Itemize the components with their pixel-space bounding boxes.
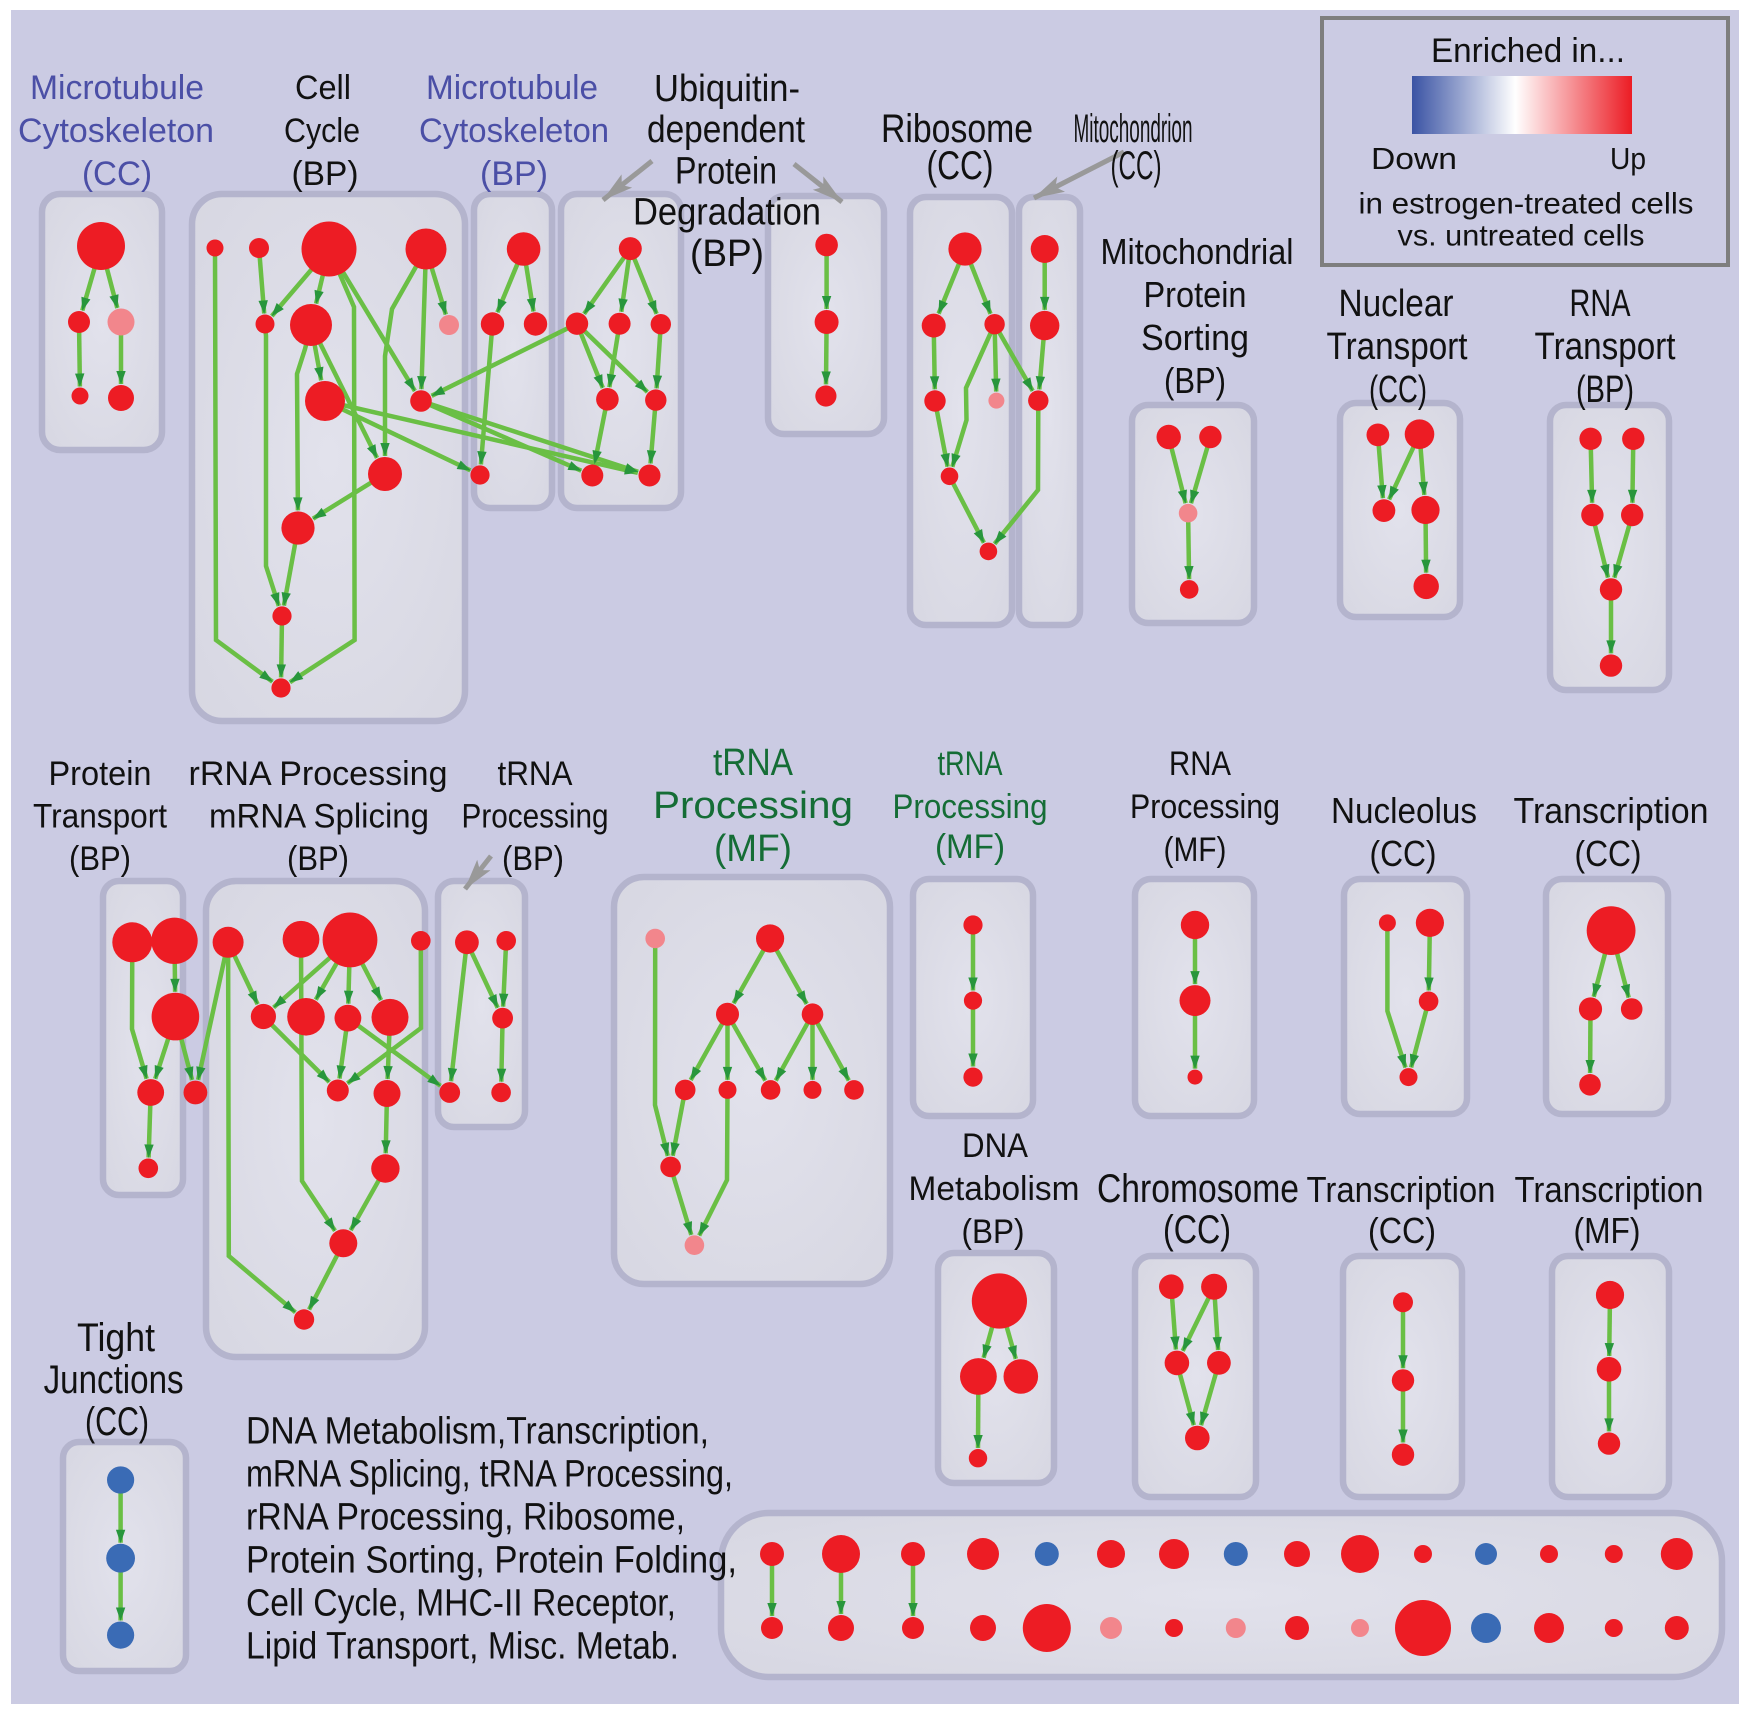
svg-text:(CC): (CC) [1370, 833, 1437, 874]
svg-text:dependent: dependent [647, 109, 805, 151]
svg-text:tRNA: tRNA [713, 742, 794, 784]
svg-text:Cytoskeleton: Cytoskeleton [18, 112, 214, 150]
svg-text:(CC): (CC) [1368, 1210, 1436, 1251]
svg-text:rRNA Processing, Ribosome,: rRNA Processing, Ribosome, [246, 1497, 685, 1539]
svg-text:(BP): (BP) [690, 233, 764, 275]
svg-text:Processing: Processing [893, 788, 1048, 826]
svg-text:(MF): (MF) [714, 828, 792, 870]
svg-text:(BP): (BP) [1576, 369, 1634, 411]
svg-text:mRNA Splicing, tRNA Processing: mRNA Splicing, tRNA Processing, [246, 1454, 733, 1496]
svg-text:Transcription: Transcription [1515, 1169, 1704, 1210]
svg-text:Mitochondrion: Mitochondrion [1074, 107, 1193, 151]
svg-text:Cycle: Cycle [284, 112, 360, 150]
svg-text:DNA: DNA [962, 1127, 1028, 1165]
svg-text:(BP): (BP) [502, 840, 564, 878]
svg-text:Transport: Transport [33, 798, 168, 836]
svg-text:Up: Up [1610, 141, 1646, 176]
svg-text:(MF): (MF) [935, 828, 1005, 866]
svg-text:(CC): (CC) [1575, 833, 1642, 874]
svg-text:DNA Metabolism,Transcription,: DNA Metabolism,Transcription, [246, 1411, 709, 1453]
svg-text:RNA: RNA [1169, 745, 1231, 783]
svg-text:Transport: Transport [1535, 326, 1676, 368]
svg-text:Lipid Transport, Misc. Metab.: Lipid Transport, Misc. Metab. [246, 1626, 679, 1668]
svg-text:rRNA Processing: rRNA Processing [189, 755, 448, 793]
svg-text:(CC): (CC) [85, 1400, 149, 1444]
svg-text:tRNA: tRNA [498, 755, 573, 793]
svg-text:(CC): (CC) [1369, 369, 1427, 411]
svg-text:Ubiquitin-: Ubiquitin- [654, 68, 800, 110]
svg-text:Mitochondrial: Mitochondrial [1101, 231, 1294, 272]
svg-text:Cell: Cell [295, 69, 351, 107]
svg-text:(BP): (BP) [287, 840, 349, 878]
svg-text:in estrogen-treated cells: in estrogen-treated cells [1359, 187, 1694, 220]
svg-text:tRNA: tRNA [938, 745, 1003, 783]
svg-text:mRNA Splicing: mRNA Splicing [209, 798, 429, 836]
svg-text:Down: Down [1371, 141, 1457, 176]
svg-text:Processing: Processing [462, 798, 609, 836]
svg-text:(MF): (MF) [1164, 831, 1227, 869]
svg-text:Protein: Protein [1144, 274, 1247, 315]
svg-text:Junctions: Junctions [44, 1358, 184, 1402]
svg-text:RNA: RNA [1570, 283, 1631, 325]
svg-text:Transport: Transport [1327, 326, 1468, 368]
svg-text:Protein Sorting, Protein Foldi: Protein Sorting, Protein Folding, [246, 1540, 737, 1582]
svg-text:Tight: Tight [77, 1316, 155, 1360]
svg-text:Degradation: Degradation [633, 192, 821, 234]
svg-text:Cytoskeleton: Cytoskeleton [419, 112, 609, 150]
svg-text:(CC): (CC) [82, 155, 152, 193]
svg-text:(CC): (CC) [1163, 1208, 1231, 1252]
svg-text:(BP): (BP) [480, 155, 548, 193]
svg-text:Nucleolus: Nucleolus [1331, 790, 1477, 831]
svg-text:Enriched in...: Enriched in... [1431, 32, 1625, 70]
svg-text:Transcription: Transcription [1307, 1169, 1496, 1210]
svg-text:Processing: Processing [1130, 788, 1280, 826]
svg-text:(MF): (MF) [1574, 1210, 1641, 1251]
svg-text:Chromosome: Chromosome [1097, 1167, 1299, 1211]
svg-text:(BP): (BP) [962, 1213, 1025, 1251]
svg-text:Protein: Protein [675, 150, 777, 192]
svg-text:(CC): (CC) [1111, 144, 1162, 188]
svg-text:Processing: Processing [653, 785, 853, 827]
svg-text:(BP): (BP) [69, 840, 131, 878]
svg-text:(BP): (BP) [292, 155, 359, 193]
svg-text:Cell Cycle, MHC-II Receptor,: Cell Cycle, MHC-II Receptor, [246, 1583, 676, 1625]
svg-text:Transcription: Transcription [1514, 790, 1709, 831]
svg-text:(CC): (CC) [927, 144, 994, 188]
svg-text:Sorting: Sorting [1141, 317, 1249, 358]
svg-text:(BP): (BP) [1164, 360, 1226, 401]
svg-text:Nuclear: Nuclear [1339, 283, 1454, 325]
svg-text:vs. untreated cells: vs. untreated cells [1398, 220, 1645, 253]
svg-text:Microtubule: Microtubule [30, 69, 204, 107]
svg-text:Ribosome: Ribosome [881, 107, 1033, 151]
svg-text:Microtubule: Microtubule [426, 69, 598, 107]
svg-text:Protein: Protein [49, 755, 152, 793]
svg-text:Metabolism: Metabolism [909, 1170, 1080, 1208]
